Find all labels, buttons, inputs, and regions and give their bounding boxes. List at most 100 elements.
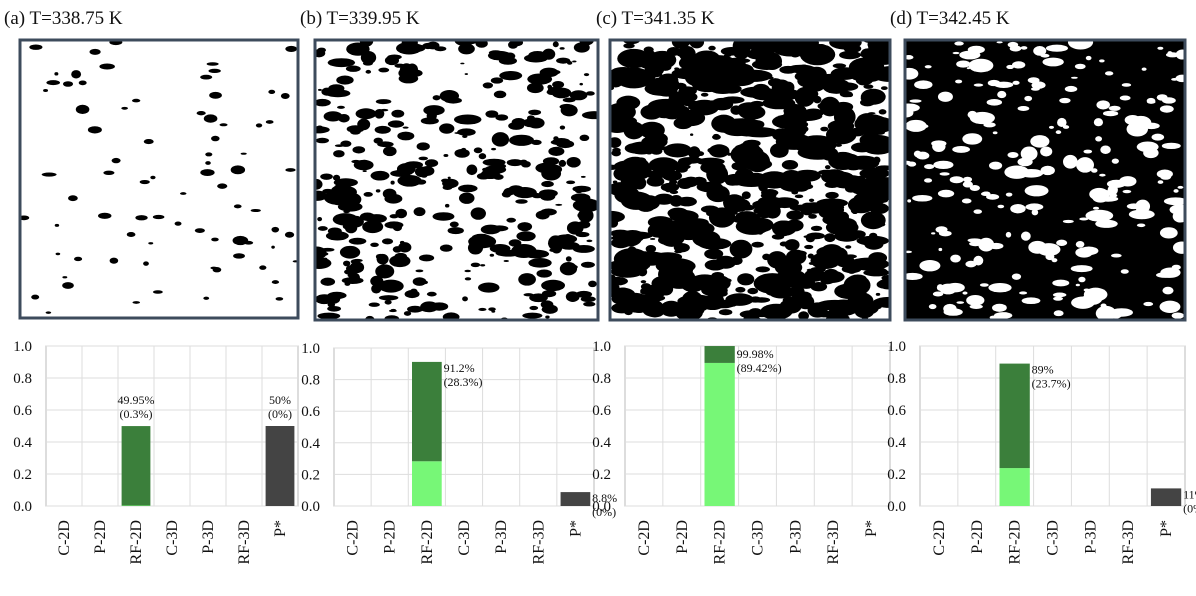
- blob: [1163, 110, 1169, 112]
- blob: [1173, 189, 1179, 193]
- blob: [1160, 267, 1181, 278]
- blob: [430, 302, 449, 311]
- blob: [200, 74, 213, 80]
- blob: [671, 67, 707, 80]
- blob: [268, 89, 276, 95]
- blob: [444, 97, 462, 104]
- blob: [1012, 80, 1020, 85]
- blob: [62, 81, 74, 87]
- blob: [211, 135, 220, 142]
- data-label: (0%): [1183, 501, 1196, 515]
- bar-segment: [560, 492, 591, 506]
- blob: [426, 41, 440, 50]
- blob: [778, 175, 812, 193]
- blob: [1142, 122, 1160, 130]
- blob: [78, 80, 87, 86]
- blob: [784, 121, 807, 138]
- blob: [394, 252, 407, 260]
- blob: [320, 247, 335, 252]
- blob: [955, 79, 963, 84]
- blob: [558, 159, 567, 167]
- blob: [41, 172, 57, 177]
- blob: [956, 60, 971, 68]
- blob: [271, 226, 280, 233]
- blob: [810, 225, 823, 232]
- blob: [407, 305, 424, 313]
- blob: [983, 122, 996, 128]
- blob: [803, 235, 811, 239]
- blob: [333, 150, 345, 158]
- blob: [1009, 45, 1022, 52]
- blob: [569, 90, 588, 101]
- blob: [768, 285, 795, 299]
- blob: [378, 295, 399, 301]
- panel-title: (b) T=339.95 K: [300, 8, 420, 29]
- blob: [952, 51, 960, 55]
- blob: [1012, 61, 1026, 69]
- blob: [704, 248, 724, 260]
- blob: [559, 103, 574, 110]
- blob: [836, 82, 859, 91]
- blob: [219, 123, 228, 127]
- blob: [610, 218, 619, 228]
- blob: [734, 69, 773, 82]
- blob: [317, 88, 322, 91]
- blob: [846, 92, 854, 98]
- blob: [340, 186, 357, 198]
- blob: [992, 131, 998, 135]
- blob: [1057, 117, 1067, 128]
- y-tick-label: 0.0: [887, 499, 906, 515]
- blob: [1092, 214, 1105, 221]
- blob: [986, 193, 1000, 200]
- blob: [996, 41, 1003, 44]
- blob: [541, 290, 557, 298]
- blob: [99, 63, 115, 70]
- blob: [637, 202, 655, 212]
- blob: [700, 205, 719, 213]
- blob: [950, 254, 961, 263]
- blob: [781, 160, 799, 170]
- blob: [503, 260, 509, 263]
- blob: [516, 231, 536, 242]
- blob: [480, 169, 500, 180]
- x-tick-label: P-2D: [969, 520, 986, 554]
- blob: [997, 90, 1007, 99]
- micrograph-frame: [903, 38, 1187, 322]
- blob: [499, 71, 523, 81]
- blob: [581, 111, 598, 120]
- blob: [952, 145, 970, 153]
- blob: [610, 102, 636, 122]
- x-tick-label: RF-2D: [419, 520, 436, 564]
- blob: [1045, 44, 1068, 52]
- blob: [45, 311, 52, 314]
- bar-segment: [121, 426, 151, 506]
- micrograph-frame: [608, 38, 892, 322]
- blob: [1108, 105, 1121, 111]
- blob: [535, 210, 550, 220]
- blob: [1120, 269, 1129, 274]
- blob: [624, 309, 633, 316]
- blob: [439, 244, 453, 252]
- blob: [470, 207, 486, 220]
- blob: [211, 237, 219, 242]
- micrograph-bg: [905, 40, 1185, 320]
- blob: [1006, 64, 1015, 70]
- blob: [627, 75, 641, 80]
- blob: [669, 190, 679, 195]
- blob: [205, 152, 213, 157]
- blob: [412, 277, 427, 286]
- blob: [1031, 209, 1039, 216]
- blob: [62, 282, 74, 289]
- blob: [541, 180, 554, 188]
- blob: [443, 154, 449, 157]
- blob: [401, 164, 410, 168]
- blob: [370, 242, 379, 247]
- blob: [132, 301, 141, 304]
- blob: [200, 169, 215, 177]
- blob: [336, 75, 354, 85]
- y-tick-label: 1.0: [13, 339, 32, 355]
- blob: [1076, 157, 1095, 173]
- blob: [779, 241, 789, 247]
- blob: [752, 83, 770, 96]
